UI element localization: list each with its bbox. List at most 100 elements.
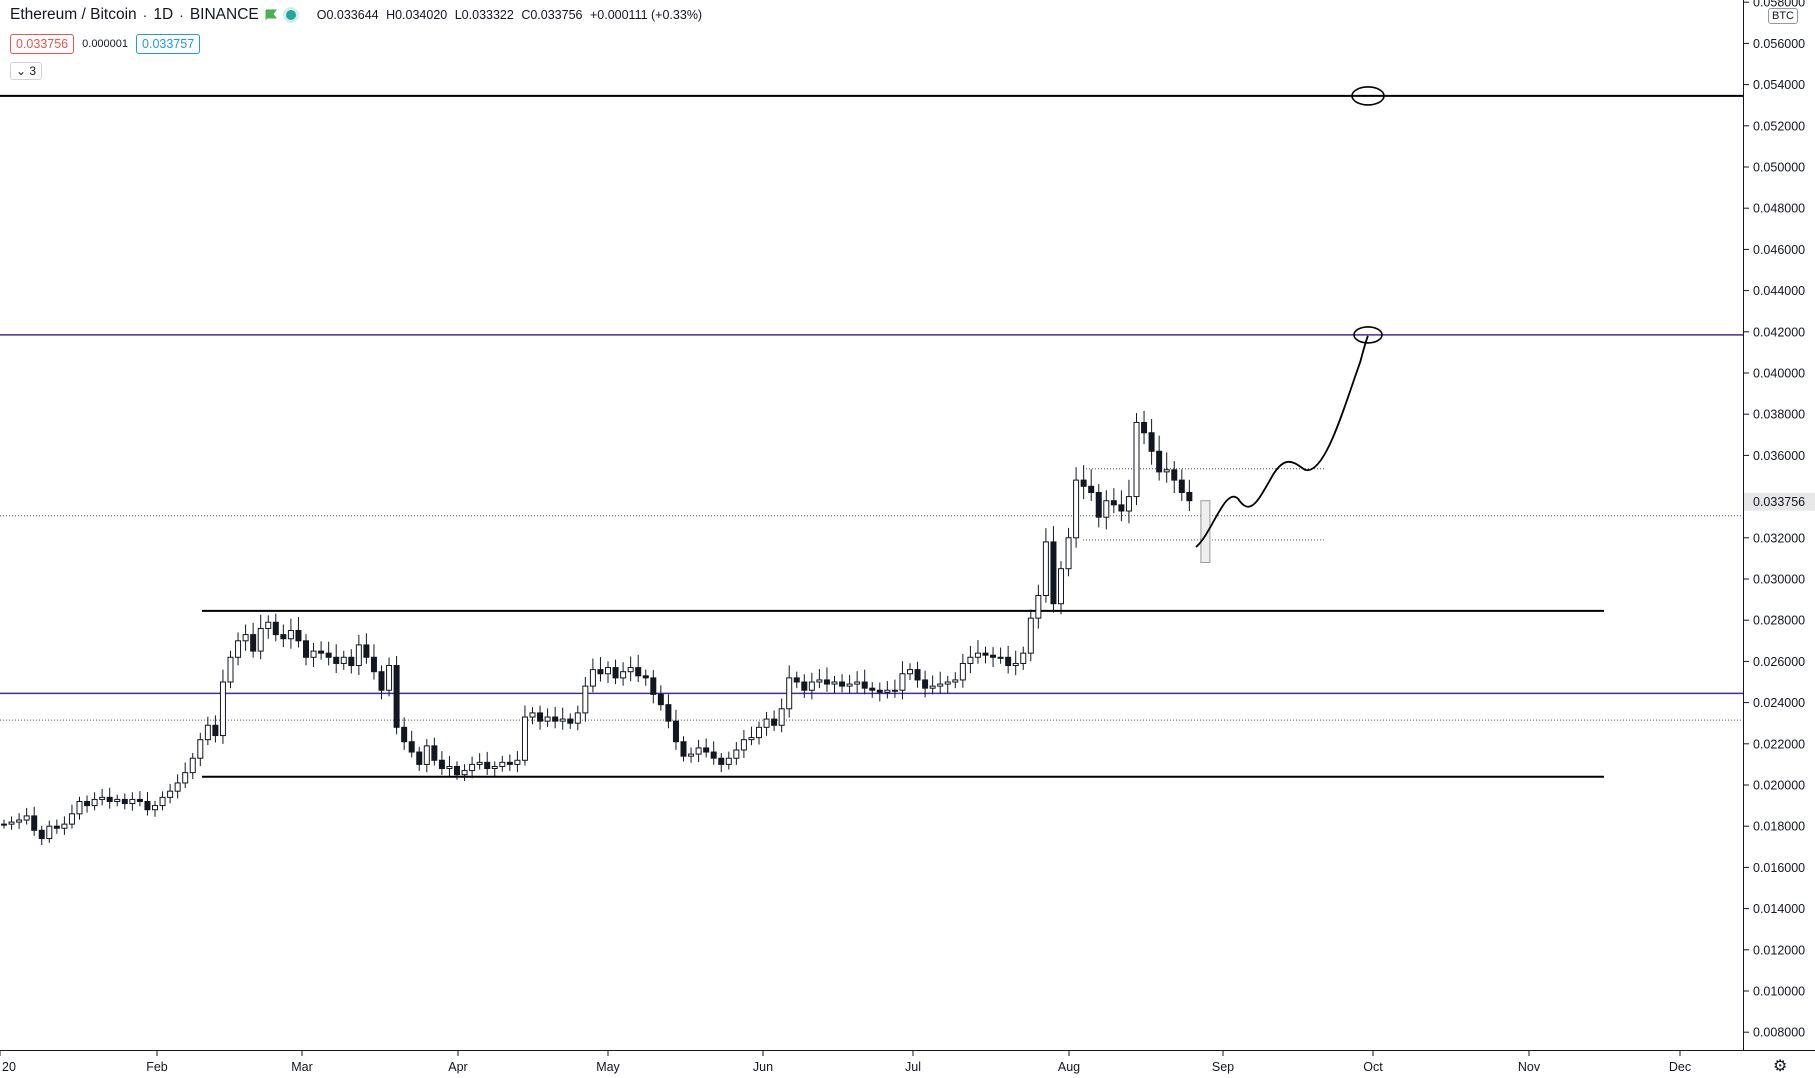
candle-body bbox=[1171, 469, 1178, 481]
candle-body bbox=[703, 747, 710, 753]
candle-body bbox=[1141, 421, 1148, 434]
candle-body bbox=[974, 652, 981, 658]
sell-button[interactable]: 0.033756 bbox=[10, 34, 75, 54]
candle-body bbox=[869, 687, 876, 691]
candle-body bbox=[197, 739, 204, 759]
candle-body bbox=[257, 627, 264, 652]
candle-body bbox=[1133, 421, 1140, 498]
candle-body bbox=[801, 681, 808, 691]
price-tick-label: 0.046000 bbox=[1753, 243, 1805, 257]
candle-body bbox=[846, 683, 853, 687]
currency-badge[interactable]: BTC bbox=[1768, 8, 1798, 24]
time-tick-label: Feb bbox=[146, 1060, 168, 1074]
candle-body bbox=[53, 825, 60, 829]
time-tick-label: Apr bbox=[448, 1060, 467, 1074]
price-tick-label: 0.014000 bbox=[1753, 902, 1805, 916]
price-tick-label: 0.040000 bbox=[1753, 367, 1805, 381]
candle-body bbox=[1186, 491, 1193, 502]
candle-body bbox=[38, 829, 45, 840]
exchange-label: BINANCE bbox=[189, 6, 259, 23]
ohlc-values: O0.033644 H0.034020 L0.033322 C0.033756 … bbox=[317, 8, 706, 22]
target-circle[interactable] bbox=[1351, 86, 1385, 106]
candle-body bbox=[454, 765, 460, 776]
candle-body bbox=[876, 689, 883, 693]
candle-body bbox=[250, 634, 257, 652]
candle-body bbox=[1156, 450, 1163, 473]
indicators-toggle[interactable]: ⌄ 3 bbox=[10, 62, 43, 80]
candle-body bbox=[1027, 617, 1034, 654]
candle-body bbox=[363, 644, 370, 658]
candle-body bbox=[552, 716, 559, 722]
time-tick-label: Jun bbox=[753, 1060, 773, 1074]
price-tick-label: 0.050000 bbox=[1753, 161, 1805, 175]
candle-body bbox=[597, 669, 604, 675]
candle-body bbox=[778, 708, 785, 726]
candle-body bbox=[1073, 479, 1080, 539]
candle-body bbox=[136, 798, 143, 802]
candle-body bbox=[537, 712, 544, 722]
candle-body bbox=[469, 763, 476, 772]
symbol-name[interactable]: Ethereum / Bitcoin bbox=[10, 6, 137, 23]
candle-body bbox=[46, 825, 53, 840]
candle-body bbox=[386, 665, 393, 691]
target-circle[interactable] bbox=[1353, 326, 1383, 344]
price-tick-label: 0.010000 bbox=[1753, 985, 1805, 999]
candle-body bbox=[16, 819, 23, 823]
candle-body bbox=[740, 739, 747, 751]
candle-body bbox=[8, 821, 15, 825]
interval-label[interactable]: 1D bbox=[153, 6, 174, 23]
price-tick-label: 0.044000 bbox=[1753, 284, 1805, 298]
price-tick-label: 0.036000 bbox=[1753, 449, 1805, 463]
separator-dot: · bbox=[179, 7, 184, 23]
candle-body bbox=[1118, 504, 1125, 512]
candle-body bbox=[212, 724, 219, 737]
candle-body bbox=[839, 681, 846, 687]
candle-body bbox=[31, 815, 38, 831]
price-axis[interactable]: 0.008000 0.010000 0.012000 0.014000 0.016000… bbox=[1743, 0, 1815, 1050]
time-axis[interactable]: 20 Feb Mar Apr May Jun Jul Aug Sep Oct Nov Dec bbox=[0, 1050, 1815, 1074]
candle-body bbox=[393, 665, 400, 728]
candle-body bbox=[333, 656, 340, 664]
candle-body bbox=[521, 716, 528, 761]
candle-body bbox=[1095, 491, 1102, 518]
candle-body bbox=[1042, 541, 1049, 596]
candle-body bbox=[423, 745, 430, 765]
time-tick-label: Aug bbox=[1058, 1060, 1080, 1074]
last-price-tag[interactable] bbox=[1744, 492, 1815, 511]
candle-body bbox=[529, 712, 536, 718]
gear-icon[interactable]: ⚙ bbox=[1773, 1058, 1788, 1075]
candle-body bbox=[831, 681, 838, 685]
candle-body bbox=[129, 798, 136, 805]
candle-body bbox=[235, 640, 242, 658]
candle-body bbox=[431, 745, 438, 761]
candle-body bbox=[68, 813, 75, 825]
candles-layer bbox=[1, 410, 1211, 846]
separator-dot: · bbox=[142, 7, 148, 23]
candle-body bbox=[280, 634, 287, 640]
candle-body bbox=[61, 823, 68, 829]
candle-body bbox=[121, 798, 128, 805]
projection-drawing[interactable] bbox=[1195, 335, 1369, 548]
candle-body bbox=[1005, 656, 1012, 667]
candle-body bbox=[159, 796, 166, 807]
candle-body bbox=[514, 759, 521, 765]
candle-body bbox=[355, 644, 362, 667]
candle-body bbox=[484, 761, 491, 770]
candle-body bbox=[91, 798, 98, 807]
price-tick-label: 0.020000 bbox=[1753, 779, 1805, 793]
candle-body bbox=[242, 634, 249, 642]
candle-body bbox=[718, 757, 725, 765]
price-tick-label: 0.028000 bbox=[1753, 614, 1805, 628]
candle-body bbox=[1020, 652, 1027, 664]
candle-body bbox=[1, 823, 7, 826]
candle-body bbox=[1088, 485, 1095, 493]
candle-body bbox=[152, 805, 158, 811]
candle-body bbox=[725, 757, 732, 765]
candle-body bbox=[378, 671, 385, 691]
flag-icon[interactable] bbox=[265, 9, 277, 21]
price-tick-label: 0.038000 bbox=[1753, 408, 1805, 422]
candle-body bbox=[325, 652, 332, 658]
candle-body bbox=[665, 704, 672, 722]
buy-button[interactable]: 0.033757 bbox=[136, 34, 201, 54]
